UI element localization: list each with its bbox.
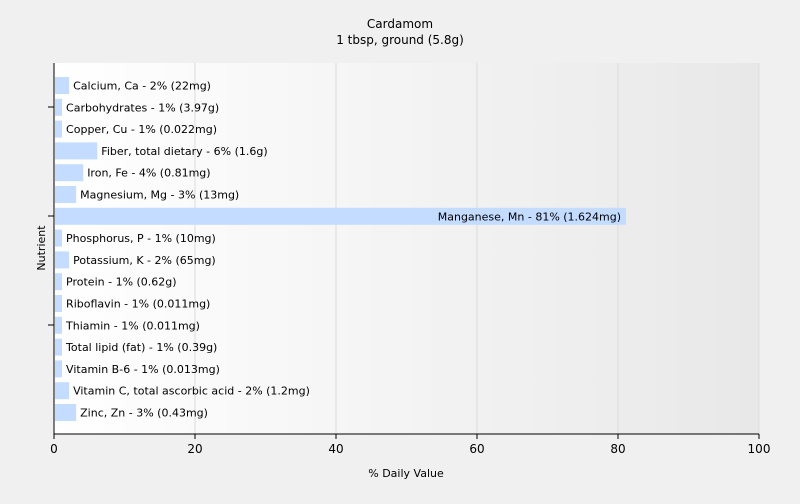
plot-area xyxy=(54,63,759,434)
bar xyxy=(55,360,63,378)
x-tick-label: 20 xyxy=(187,442,202,456)
grid-lines xyxy=(194,63,760,434)
axes-group xyxy=(48,63,759,435)
bar-label: Phosphorus, P - 1% (10mg) xyxy=(66,232,216,245)
bar xyxy=(55,142,98,160)
bars-group: Calcium, Ca - 2% (22mg) Carbohydrates - 1… xyxy=(55,77,627,421)
bar-label: Riboflavin - 1% (0.011mg) xyxy=(66,298,210,311)
bar-label: Fiber, total dietary - 6% (1.6g) xyxy=(101,145,267,158)
bar xyxy=(55,382,70,400)
bar-label: Thiamin - 1% (0.011mg) xyxy=(65,319,200,332)
chart-subtitle: 1 tbsp, ground (5.8g) xyxy=(336,33,464,47)
bar xyxy=(55,186,77,203)
bar-label: Manganese, Mn - 81% (1.624mg) xyxy=(438,210,621,223)
bar xyxy=(55,77,70,94)
bar-label: Zinc, Zn - 3% (0.43mg) xyxy=(80,407,208,420)
x-tick-label: 40 xyxy=(328,442,343,456)
x-tick-label: 100 xyxy=(748,442,771,456)
bar xyxy=(55,251,70,269)
bar-label: Magnesium, Mg - 3% (13mg) xyxy=(80,189,239,202)
bar xyxy=(55,404,77,421)
x-axis-title: % Daily Value xyxy=(368,467,444,480)
bar-label: Vitamin C, total ascorbic acid - 2% (1.2… xyxy=(73,385,310,398)
bar xyxy=(55,338,63,356)
bar xyxy=(55,229,63,247)
x-tick-label: 60 xyxy=(469,442,484,456)
bar xyxy=(55,164,84,182)
bar xyxy=(55,120,63,138)
chart-title: Cardamom xyxy=(367,17,433,31)
bar xyxy=(55,207,627,225)
bar-label: Copper, Cu - 1% (0.022mg) xyxy=(66,123,217,136)
bar-label: Carbohydrates - 1% (3.97g) xyxy=(66,101,219,114)
x-tick-label: 0 xyxy=(50,442,58,456)
bar-label: Vitamin B-6 - 1% (0.013mg) xyxy=(66,363,220,376)
bar-label: Total lipid (fat) - 1% (0.39g) xyxy=(65,341,217,354)
bar xyxy=(55,295,63,312)
bar xyxy=(55,316,63,334)
y-axis-title: Nutrient xyxy=(35,225,48,271)
bar-label: Iron, Fe - 4% (0.81mg) xyxy=(87,167,210,180)
bar xyxy=(55,273,63,291)
bar xyxy=(55,98,63,116)
bar-label: Calcium, Ca - 2% (22mg) xyxy=(73,80,211,93)
x-ticks-group: 0 20 40 60 80 100 xyxy=(50,434,770,456)
bar-label: Protein - 1% (0.62g) xyxy=(66,276,177,289)
x-tick-label: 80 xyxy=(610,442,625,456)
bar-label: Potassium, K - 2% (65mg) xyxy=(73,254,216,267)
